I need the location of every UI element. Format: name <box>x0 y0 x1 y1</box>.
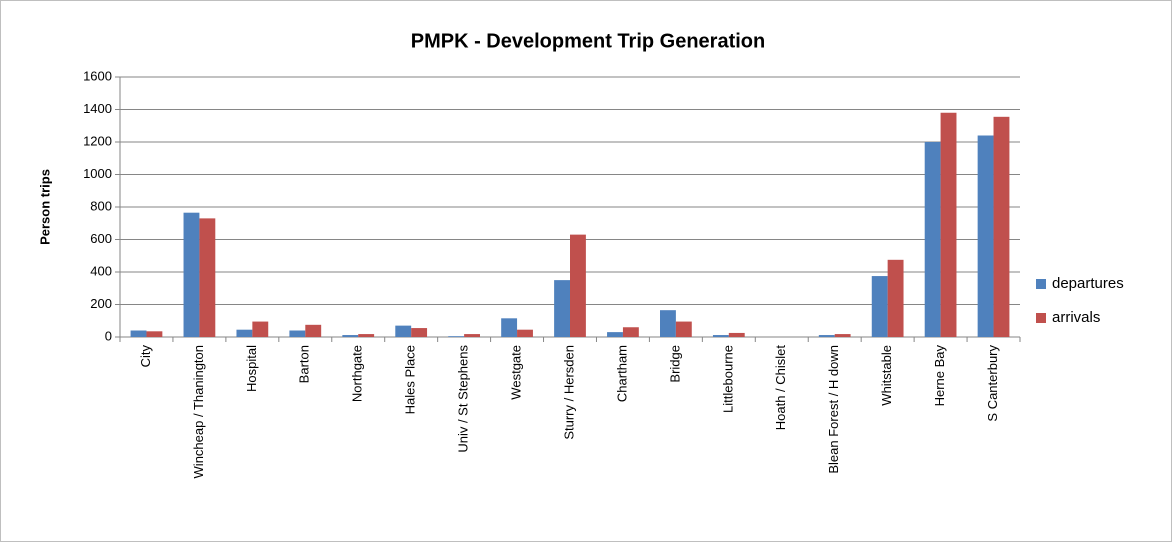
bar <box>712 335 729 337</box>
y-tick-label: 600 <box>90 231 112 246</box>
y-tick-label: 400 <box>90 263 112 278</box>
bar <box>675 321 692 337</box>
bar <box>871 276 888 337</box>
x-tick-label: Barton <box>297 345 312 383</box>
x-tick-label: Wincheap / Thanington <box>191 345 206 478</box>
bar <box>570 234 586 337</box>
bar <box>146 331 163 337</box>
bar <box>183 212 200 337</box>
x-tick-label: Blean Forest / H down <box>826 345 841 474</box>
legend-label: arrivals <box>1052 309 1100 326</box>
bar <box>818 335 835 337</box>
x-tick-label: Hoath / Chislet <box>773 345 788 431</box>
x-tick-label: Littlebourne <box>720 345 735 413</box>
bar <box>411 328 428 337</box>
bar <box>358 334 375 337</box>
x-tick-label: Hospital <box>244 345 259 392</box>
x-tick-label: Hales Place <box>403 345 418 414</box>
bar <box>236 329 253 337</box>
bar <box>607 332 623 337</box>
y-tick-label: 0 <box>105 328 112 343</box>
bar <box>395 325 412 337</box>
x-tick-label: Herne Bay <box>932 345 947 407</box>
x-tick-label: Sturry / Hersden <box>561 345 576 440</box>
y-tick-label: 1600 <box>83 68 112 83</box>
bar <box>554 280 570 337</box>
bar <box>924 142 941 337</box>
legend-swatch <box>1036 279 1046 289</box>
x-tick-label: City <box>138 345 153 368</box>
bar <box>305 324 322 337</box>
bar <box>887 259 904 337</box>
bar <box>342 335 359 337</box>
bar <box>728 332 745 337</box>
bar <box>199 218 216 337</box>
x-tick-label: Bridge <box>667 345 682 383</box>
y-tick-label: 1000 <box>83 166 112 181</box>
x-tick-label: Westgate <box>508 345 523 400</box>
x-tick-label: Univ / St Stephens <box>456 345 471 453</box>
x-tick-label: Whitstable <box>879 345 894 406</box>
chart-title: PMPK - Development Trip Generation <box>411 30 766 52</box>
bar <box>464 334 480 337</box>
legend-swatch <box>1036 313 1046 323</box>
bar <box>501 318 518 337</box>
bar <box>517 329 533 337</box>
x-tick-label: Northgate <box>350 345 365 402</box>
bar <box>977 135 994 337</box>
bar <box>289 330 306 337</box>
y-axis-label: Person trips <box>37 169 52 245</box>
y-tick-label: 800 <box>90 198 112 213</box>
bar <box>252 321 269 337</box>
y-tick-label: 200 <box>90 296 112 311</box>
bar <box>660 310 676 337</box>
bar <box>834 334 851 337</box>
x-tick-label: Chartham <box>614 345 629 402</box>
bar <box>448 336 465 337</box>
legend-label: departures <box>1052 275 1124 292</box>
bar <box>130 330 147 337</box>
bar <box>940 112 957 337</box>
bar <box>622 327 639 337</box>
bar <box>993 116 1010 337</box>
y-tick-label: 1400 <box>83 101 112 116</box>
y-tick-label: 1200 <box>83 133 112 148</box>
x-tick-label: S Canterbury <box>985 345 1000 422</box>
